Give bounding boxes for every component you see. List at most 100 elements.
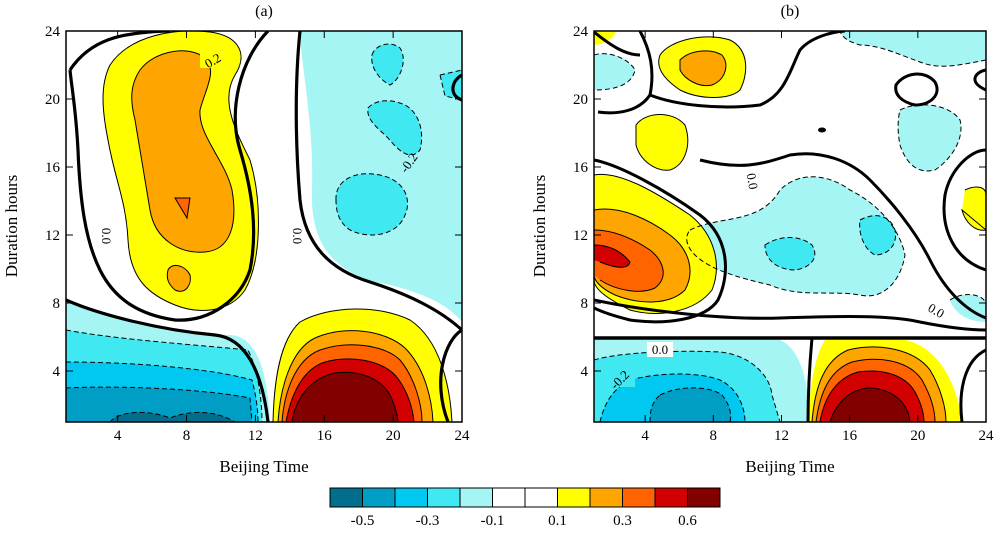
colorbar-swatch bbox=[589, 487, 623, 508]
panel-b-fill-neg-5 bbox=[686, 176, 905, 296]
colorbar-tick-label: -0.5 bbox=[351, 513, 375, 529]
panel-b-zero-contour-1 bbox=[594, 158, 727, 324]
x-tick-label: 4 bbox=[114, 428, 122, 444]
x-tick-label: 4 bbox=[641, 428, 649, 444]
contour-label-text: 0.0 bbox=[290, 228, 305, 244]
panel-b-fill-neg-10 bbox=[594, 53, 635, 90]
panel-a-fill-pos-3 bbox=[175, 198, 190, 218]
colorbar-swatch bbox=[622, 487, 656, 508]
x-tick-label: 8 bbox=[710, 428, 718, 444]
panel-a-zero-contour-5 bbox=[451, 73, 462, 102]
panel-a-contour-label: 0.0 bbox=[285, 224, 305, 248]
colorbar-swatch bbox=[459, 487, 493, 508]
contour-label-text: 0.2 bbox=[202, 50, 224, 71]
panel-b-fill-pos-4 bbox=[594, 245, 630, 268]
y-tick-label: 8 bbox=[581, 296, 589, 312]
panel-b-ticks: 4 8 12 16 20 24 4 8 12 16 20 24 bbox=[573, 24, 994, 444]
panel-a-xlabel: Beijing Time bbox=[219, 457, 308, 476]
colorbar-tick-label: -0.1 bbox=[481, 513, 505, 529]
panel-b-fill-neg-7 bbox=[859, 215, 896, 255]
panel-a-zero-contour-2 bbox=[294, 31, 462, 332]
x-tick-label: 8 bbox=[183, 428, 191, 444]
y-tick-label: 12 bbox=[45, 228, 60, 244]
x-tick-label: 20 bbox=[910, 428, 925, 444]
panel-b-contours: 0.0 0.0 0.0 -0.2 bbox=[594, 31, 986, 422]
panel-b-zero-contour-2 bbox=[597, 31, 846, 115]
panel-a-fill-pos-2 bbox=[131, 50, 234, 253]
colorbar-swatch bbox=[362, 487, 396, 508]
panel-b-xlabel: Beijing Time bbox=[745, 457, 834, 476]
panel-b-contour-label: 0.0 bbox=[647, 342, 673, 357]
panel-b-fill-pos-14 bbox=[830, 388, 910, 422]
panel-b-pos-contours bbox=[594, 36, 986, 422]
panel-b-fill-pos-6 bbox=[680, 50, 726, 86]
panel-b-dot bbox=[818, 127, 826, 133]
colorbar-tick-label: 0.6 bbox=[678, 513, 697, 529]
x-tick-label: 12 bbox=[248, 428, 263, 444]
colorbar-swatch bbox=[687, 487, 721, 508]
panel-b-zero-contour-4 bbox=[942, 148, 986, 272]
contour-label-text: 0.0 bbox=[99, 228, 114, 244]
contour-label-text: 0.0 bbox=[652, 342, 668, 357]
panel-b-contour-label: 0.0 bbox=[740, 170, 761, 194]
panel-a-ylabel: Duration hours bbox=[2, 175, 21, 277]
y-tick-label: 4 bbox=[53, 364, 61, 380]
x-tick-label: 16 bbox=[842, 428, 858, 444]
panel-a-pos-contours bbox=[102, 31, 453, 422]
x-tick-label: 16 bbox=[317, 428, 333, 444]
colorbar-swatch bbox=[427, 487, 461, 508]
panel-a: (a) bbox=[2, 3, 470, 476]
panel-a-fill-neg-7 bbox=[335, 173, 408, 235]
x-tick-label: 12 bbox=[774, 428, 789, 444]
panel-a-zero-contour-4 bbox=[439, 328, 462, 422]
panel-a-title: (a) bbox=[255, 3, 273, 20]
panel-a-fill-pos-4 bbox=[167, 265, 191, 292]
colorbar-tick-label: 0.3 bbox=[613, 513, 632, 529]
panel-a-zero-contour-3 bbox=[66, 298, 270, 422]
panel-a-fill-neg-9 bbox=[371, 44, 404, 85]
panel-a-neg-contours bbox=[66, 43, 462, 422]
x-tick-label: 24 bbox=[979, 428, 995, 444]
panel-b-fill-neg-9 bbox=[840, 31, 986, 67]
y-tick-label: 20 bbox=[45, 92, 60, 108]
panel-b-fill-neg-8 bbox=[898, 104, 961, 171]
panel-a-fill-pos-9 bbox=[292, 372, 398, 422]
colorbar-swatch bbox=[524, 487, 558, 508]
panel-b-zero-contour-5 bbox=[699, 152, 986, 320]
colorbar-swatch bbox=[492, 487, 526, 508]
panel-b: (b) bbox=[530, 3, 994, 476]
panel-b-fill-pos-7 bbox=[636, 114, 688, 171]
colorbar-tick-label: -0.3 bbox=[416, 513, 440, 529]
y-tick-label: 12 bbox=[573, 228, 588, 244]
panel-a-plot-border bbox=[65, 30, 463, 423]
panel-b-neg-contours bbox=[594, 31, 986, 422]
panel-b-fill-neg-4 bbox=[650, 387, 731, 422]
colorbar-swatch bbox=[654, 487, 688, 508]
y-tick-label: 16 bbox=[45, 160, 61, 176]
panel-a-contour-label: 0.2 bbox=[200, 50, 226, 71]
y-tick-label: 24 bbox=[45, 24, 61, 40]
x-tick-label: 20 bbox=[386, 428, 401, 444]
y-tick-label: 4 bbox=[581, 364, 589, 380]
x-tick-label: 24 bbox=[455, 428, 471, 444]
colorbar-swatch bbox=[329, 487, 363, 508]
y-tick-label: 24 bbox=[573, 24, 589, 40]
panel-a-contours: 0.2 -0.2 0.0 0.0 bbox=[66, 31, 462, 422]
panel-b-title: (b) bbox=[781, 3, 800, 20]
colorbar-swatch bbox=[394, 487, 428, 508]
y-tick-label: 8 bbox=[53, 296, 61, 312]
panel-b-zero-contour-6 bbox=[594, 298, 986, 332]
panel-b-zero-contour-7 bbox=[806, 337, 986, 422]
contour-label-text: 0.0 bbox=[925, 300, 947, 321]
colorbar-tick-label: 0.1 bbox=[548, 513, 567, 529]
panel-b-ylabel: Duration hours bbox=[530, 175, 549, 277]
y-tick-label: 20 bbox=[573, 92, 588, 108]
panel-b-zero-contour-3 bbox=[894, 72, 939, 107]
colorbar: -0.5 -0.3 -0.1 0.1 0.3 0.6 bbox=[329, 487, 721, 529]
colorbar-swatch bbox=[557, 487, 591, 508]
panel-a-contour-label: 0.0 bbox=[94, 224, 114, 248]
panel-b-fill-neg-6 bbox=[765, 237, 815, 270]
panel-b-plot-border bbox=[593, 30, 987, 423]
panel-a-ticks: 4 8 12 16 20 24 4 8 12 16 20 24 bbox=[45, 24, 470, 444]
